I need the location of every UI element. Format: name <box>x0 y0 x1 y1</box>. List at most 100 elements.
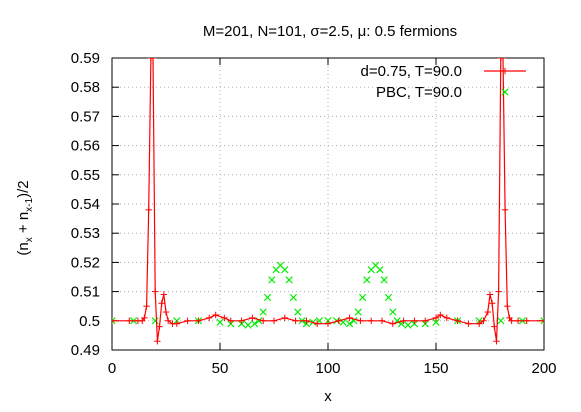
data-point <box>212 311 219 319</box>
data-point <box>314 320 321 327</box>
marker-d2 <box>384 293 393 302</box>
data-point <box>514 317 522 324</box>
data-point <box>404 321 412 329</box>
data-point <box>206 314 213 322</box>
data-point <box>303 317 310 324</box>
data-point <box>160 291 168 298</box>
data-point <box>493 338 500 345</box>
legend: d=0.75, T=90.0 PBC, T=90.0 <box>361 63 526 101</box>
y-tick-label: 0.56 <box>71 138 100 155</box>
data-point <box>250 320 259 328</box>
marker-d2 <box>371 261 380 269</box>
marker-d2 <box>540 319 544 325</box>
y-label-open: (n <box>15 242 32 255</box>
y-label-close: )/2 <box>15 180 32 198</box>
data-point <box>499 58 507 62</box>
data-point <box>126 317 133 324</box>
x-tick-label: 200 <box>531 360 556 377</box>
grid-lines <box>112 58 544 350</box>
data-point <box>238 317 245 324</box>
marker-d2 <box>294 308 302 316</box>
x-tick-label: 150 <box>423 360 448 377</box>
marker-d2 <box>350 317 358 325</box>
legend-label: PBC, T=90.0 <box>376 84 462 101</box>
x-tick-label: 50 <box>212 360 229 377</box>
data-point <box>378 317 386 324</box>
x-tick-labels: 0 50 100 150 200 <box>108 360 557 377</box>
marker-d2 <box>432 318 440 326</box>
data-point <box>508 317 515 324</box>
x-tick-label: 100 <box>315 360 340 377</box>
data-point <box>294 308 302 316</box>
data-point <box>354 308 362 316</box>
y-tick-label: 0.52 <box>71 254 100 271</box>
data-point <box>488 300 496 307</box>
data-point <box>486 291 494 298</box>
data-point <box>260 317 267 324</box>
data-point <box>501 206 509 214</box>
marker-d1 <box>540 317 544 322</box>
marker-d2 <box>285 276 293 284</box>
data-point <box>504 303 511 310</box>
marker-d2 <box>497 317 505 325</box>
data-point <box>497 58 504 62</box>
marker-d2 <box>345 320 354 328</box>
marker-d2 <box>363 276 371 284</box>
data-point <box>285 276 293 284</box>
data-point <box>476 320 483 327</box>
data-point <box>437 311 444 319</box>
y-label-sub1: x <box>24 237 35 242</box>
data-point <box>345 320 354 328</box>
data-point <box>216 318 224 326</box>
data-point <box>376 266 384 274</box>
y-tick-label: 0.57 <box>71 108 100 125</box>
data-point <box>221 314 228 322</box>
y-tick-label: 0.58 <box>71 79 100 96</box>
marker-d2 <box>276 261 285 269</box>
data-point <box>281 266 289 274</box>
y-tick-label: 0.59 <box>71 50 100 67</box>
marker-d2 <box>263 293 272 302</box>
y-tick-label: 0.51 <box>71 284 100 301</box>
data-point <box>292 317 299 324</box>
marker-d2 <box>404 321 412 329</box>
marker-d2 <box>354 308 362 316</box>
data-point <box>389 320 396 327</box>
data-point <box>523 317 530 324</box>
data-point <box>249 314 256 322</box>
marker-d2 <box>501 88 509 96</box>
data-point <box>454 317 461 324</box>
y-tick-label: 0.55 <box>71 167 100 184</box>
data-point <box>324 320 332 327</box>
data-point <box>357 317 364 324</box>
y-label-sub2: x-1 <box>24 197 35 211</box>
data-point <box>480 317 487 324</box>
data-point <box>491 323 498 330</box>
data-point <box>270 317 278 324</box>
data-point <box>244 321 252 329</box>
legend-marker <box>501 88 509 96</box>
legend-marker <box>501 67 509 75</box>
data-point <box>154 338 161 345</box>
data-point <box>141 314 148 322</box>
data-point <box>147 58 155 62</box>
data-point <box>145 206 152 214</box>
data-point <box>540 317 544 325</box>
y-tick-label: 0.54 <box>71 196 100 213</box>
data-point <box>195 317 202 324</box>
data-point <box>289 293 298 302</box>
marker-d2 <box>376 266 384 274</box>
y-tick-labels: 0.49 0.5 0.51 0.52 0.53 0.54 0.55 0.56 0.57 0.58 0… <box>71 50 100 359</box>
marker-d2 <box>380 276 388 284</box>
marker-d2 <box>339 318 347 326</box>
data-point <box>335 317 342 324</box>
series-0 <box>112 58 544 345</box>
marker-d2 <box>216 318 224 326</box>
marker-d2 <box>112 317 116 322</box>
data-point <box>164 317 172 324</box>
data-point <box>184 317 191 324</box>
data-point <box>422 317 429 324</box>
data-point <box>173 320 180 327</box>
marker-d2 <box>389 308 397 316</box>
marker-d2 <box>281 266 289 274</box>
